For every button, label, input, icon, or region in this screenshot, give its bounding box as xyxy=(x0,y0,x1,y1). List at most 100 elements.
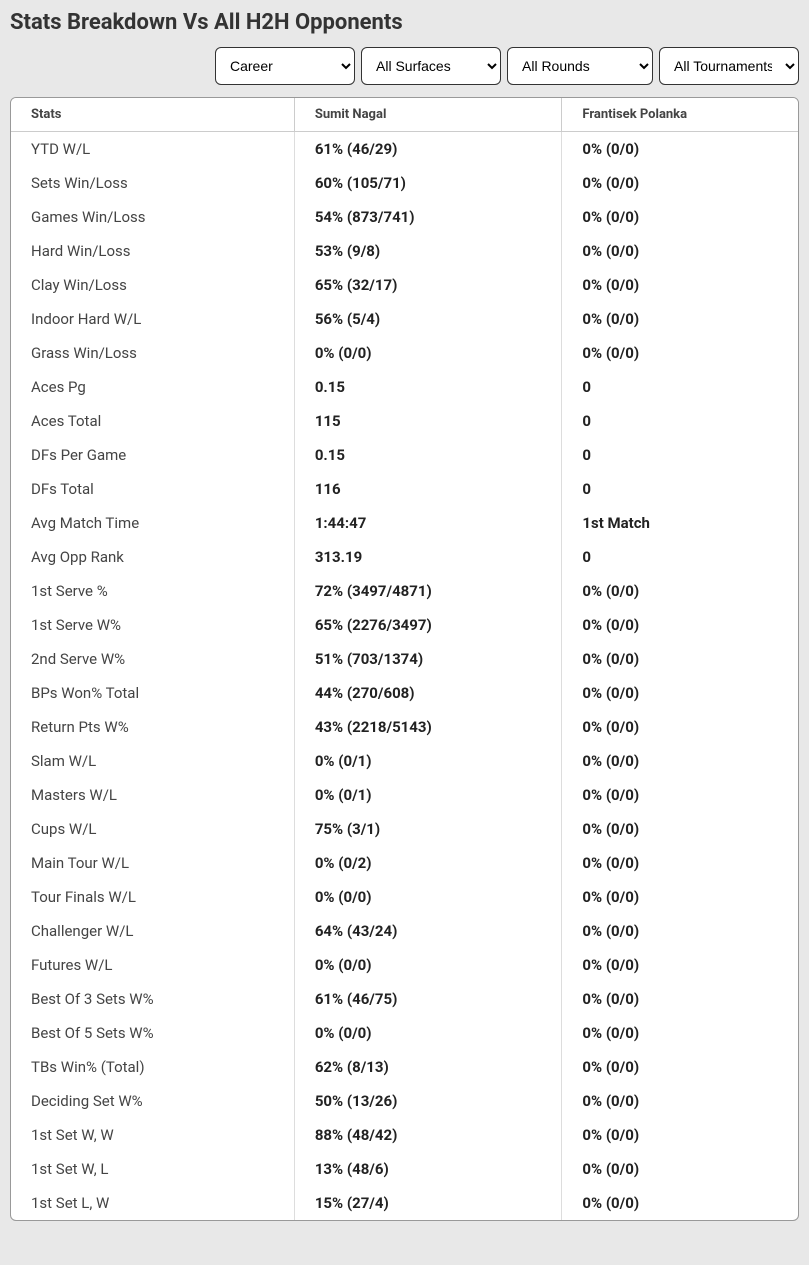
stat-label: TBs Win% (Total) xyxy=(11,1050,294,1084)
player2-value: 0% (0/0) xyxy=(562,1118,798,1152)
player1-value: 0% (0/0) xyxy=(294,1016,562,1050)
table-row: 1st Set L, W15% (27/4)0% (0/0) xyxy=(11,1186,798,1220)
period-select[interactable]: Career xyxy=(215,47,355,85)
table-row: Aces Total1150 xyxy=(11,404,798,438)
surface-select[interactable]: All Surfaces xyxy=(361,47,501,85)
player2-value: 0% (0/0) xyxy=(562,676,798,710)
player1-value: 116 xyxy=(294,472,562,506)
table-row: Main Tour W/L0% (0/2)0% (0/0) xyxy=(11,846,798,880)
player1-value: 15% (27/4) xyxy=(294,1186,562,1220)
stat-label: Challenger W/L xyxy=(11,914,294,948)
stat-label: BPs Won% Total xyxy=(11,676,294,710)
stat-label: 1st Set W, L xyxy=(11,1152,294,1186)
stat-label: Main Tour W/L xyxy=(11,846,294,880)
table-row: Grass Win/Loss0% (0/0)0% (0/0) xyxy=(11,336,798,370)
stat-label: Cups W/L xyxy=(11,812,294,846)
table-row: 1st Set W, W88% (48/42)0% (0/0) xyxy=(11,1118,798,1152)
player1-value: 88% (48/42) xyxy=(294,1118,562,1152)
stat-label: Avg Opp Rank xyxy=(11,540,294,574)
player2-value: 0% (0/0) xyxy=(562,1152,798,1186)
player2-value: 0% (0/0) xyxy=(562,914,798,948)
player2-value: 0% (0/0) xyxy=(562,880,798,914)
player2-value: 0% (0/0) xyxy=(562,608,798,642)
col-header-player2: Frantisek Polanka xyxy=(562,98,798,132)
player1-value: 0% (0/0) xyxy=(294,948,562,982)
stats-table: Stats Sumit Nagal Frantisek Polanka YTD … xyxy=(11,98,798,1220)
player1-value: 44% (270/608) xyxy=(294,676,562,710)
player2-value: 0% (0/0) xyxy=(562,1186,798,1220)
player2-value: 0% (0/0) xyxy=(562,642,798,676)
player2-value: 1st Match xyxy=(562,506,798,540)
player1-value: 0% (0/0) xyxy=(294,880,562,914)
stat-label: Games Win/Loss xyxy=(11,200,294,234)
player2-value: 0% (0/0) xyxy=(562,200,798,234)
player1-value: 0.15 xyxy=(294,438,562,472)
player2-value: 0% (0/0) xyxy=(562,302,798,336)
player1-value: 13% (48/6) xyxy=(294,1152,562,1186)
table-row: Sets Win/Loss60% (105/71)0% (0/0) xyxy=(11,166,798,200)
player2-value: 0% (0/0) xyxy=(562,166,798,200)
player1-value: 62% (8/13) xyxy=(294,1050,562,1084)
player1-value: 0% (0/1) xyxy=(294,778,562,812)
stat-label: Slam W/L xyxy=(11,744,294,778)
player2-value: 0% (0/0) xyxy=(562,1016,798,1050)
col-header-stats: Stats xyxy=(11,98,294,132)
player1-value: 56% (5/4) xyxy=(294,302,562,336)
table-header-row: Stats Sumit Nagal Frantisek Polanka xyxy=(11,98,798,132)
table-row: DFs Per Game0.150 xyxy=(11,438,798,472)
player2-value: 0 xyxy=(562,370,798,404)
player1-value: 313.19 xyxy=(294,540,562,574)
player1-value: 65% (2276/3497) xyxy=(294,608,562,642)
player1-value: 64% (43/24) xyxy=(294,914,562,948)
stat-label: 2nd Serve W% xyxy=(11,642,294,676)
stat-label: Tour Finals W/L xyxy=(11,880,294,914)
table-row: Masters W/L0% (0/1)0% (0/0) xyxy=(11,778,798,812)
stat-label: Grass Win/Loss xyxy=(11,336,294,370)
stat-label: Deciding Set W% xyxy=(11,1084,294,1118)
player2-value: 0% (0/0) xyxy=(562,336,798,370)
player1-value: 115 xyxy=(294,404,562,438)
table-row: BPs Won% Total44% (270/608)0% (0/0) xyxy=(11,676,798,710)
table-row: 1st Serve W%65% (2276/3497)0% (0/0) xyxy=(11,608,798,642)
table-row: 1st Set W, L13% (48/6)0% (0/0) xyxy=(11,1152,798,1186)
tournament-select[interactable]: All Tournaments xyxy=(659,47,799,85)
stat-label: Hard Win/Loss xyxy=(11,234,294,268)
table-row: Tour Finals W/L0% (0/0)0% (0/0) xyxy=(11,880,798,914)
stat-label: Best Of 5 Sets W% xyxy=(11,1016,294,1050)
filters-row: Career All Surfaces All Rounds All Tourn… xyxy=(10,47,799,85)
table-row: Avg Match Time1:44:471st Match xyxy=(11,506,798,540)
player1-value: 0% (0/1) xyxy=(294,744,562,778)
table-row: Aces Pg0.150 xyxy=(11,370,798,404)
table-row: Clay Win/Loss65% (32/17)0% (0/0) xyxy=(11,268,798,302)
table-row: Indoor Hard W/L56% (5/4)0% (0/0) xyxy=(11,302,798,336)
stat-label: Avg Match Time xyxy=(11,506,294,540)
player2-value: 0% (0/0) xyxy=(562,268,798,302)
player2-value: 0% (0/0) xyxy=(562,1084,798,1118)
player1-value: 54% (873/741) xyxy=(294,200,562,234)
table-row: Hard Win/Loss53% (9/8)0% (0/0) xyxy=(11,234,798,268)
player2-value: 0 xyxy=(562,404,798,438)
player1-value: 0.15 xyxy=(294,370,562,404)
player1-value: 51% (703/1374) xyxy=(294,642,562,676)
table-row: Games Win/Loss54% (873/741)0% (0/0) xyxy=(11,200,798,234)
stat-label: DFs Per Game xyxy=(11,438,294,472)
player1-value: 0% (0/0) xyxy=(294,336,562,370)
table-row: TBs Win% (Total)62% (8/13)0% (0/0) xyxy=(11,1050,798,1084)
player2-value: 0 xyxy=(562,472,798,506)
player2-value: 0 xyxy=(562,438,798,472)
table-row: 1st Serve %72% (3497/4871)0% (0/0) xyxy=(11,574,798,608)
stats-table-wrapper: Stats Sumit Nagal Frantisek Polanka YTD … xyxy=(10,97,799,1221)
stat-label: Return Pts W% xyxy=(11,710,294,744)
table-row: Avg Opp Rank313.190 xyxy=(11,540,798,574)
player2-value: 0% (0/0) xyxy=(562,132,798,167)
stat-label: Best Of 3 Sets W% xyxy=(11,982,294,1016)
player2-value: 0% (0/0) xyxy=(562,948,798,982)
player2-value: 0% (0/0) xyxy=(562,1050,798,1084)
table-row: Best Of 3 Sets W%61% (46/75)0% (0/0) xyxy=(11,982,798,1016)
stat-label: YTD W/L xyxy=(11,132,294,167)
round-select[interactable]: All Rounds xyxy=(507,47,653,85)
table-row: YTD W/L61% (46/29)0% (0/0) xyxy=(11,132,798,167)
player1-value: 61% (46/29) xyxy=(294,132,562,167)
player1-value: 0% (0/2) xyxy=(294,846,562,880)
player1-value: 72% (3497/4871) xyxy=(294,574,562,608)
